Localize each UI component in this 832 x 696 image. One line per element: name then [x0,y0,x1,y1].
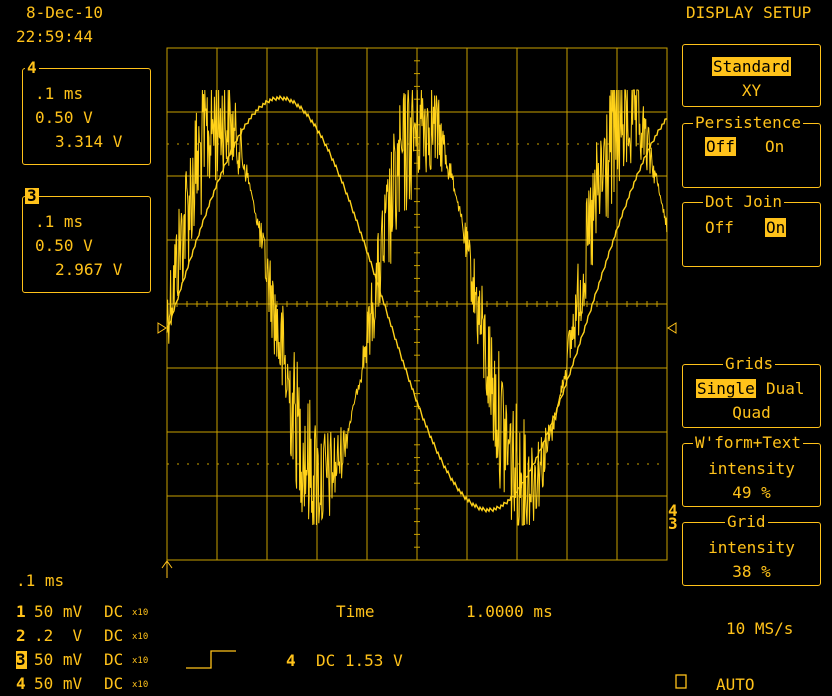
menu-title: DISPLAY SETUP [686,3,812,22]
grid-intensity-value: 38 % [732,562,771,581]
channel-4-offset: 3.314 V [55,132,123,151]
persistence-box[interactable]: Persistence Off On [682,115,821,188]
grids-quad-option[interactable]: Quad [732,403,771,422]
channel-scale: 50 mV [34,602,83,621]
grids-dual-option[interactable]: Dual [766,379,805,398]
grids-box[interactable]: Grids Single Dual Quad [682,356,821,428]
channel-setting-row[interactable]: 2 .2 V DC x10 [16,626,149,645]
grid-intensity-label: Grid [725,512,768,531]
channel-3-timebase: .1 ms [35,212,84,231]
sample-rate: 10 MS/s [726,619,794,638]
channel-3-noisy-trace [166,89,668,526]
channel-coupling: DC [104,602,124,621]
channel-number: 1 [16,602,26,621]
rising-edge-icon [186,650,236,669]
display-mode-box[interactable]: Standard XY [682,44,821,107]
dot-join-label: Dot Join [703,192,785,211]
trigger-coupling-level: DC 1.53 V [316,651,403,670]
right-ground-marker [667,322,677,334]
time-value: 1.0000 ms [466,602,553,621]
channel-coupling: DC [104,626,124,645]
wform-intensity-sub: intensity [708,459,795,478]
channel-4-number: 4 [25,58,39,77]
channel-coupling: DC [104,674,124,693]
trigger-mode[interactable]: AUTO [716,675,755,694]
channel-4-timebase: .1 ms [35,84,84,103]
channel-setting-row[interactable]: 4 50 mV DC x10 [16,674,149,693]
ch3-level-marker: 3 [668,514,678,533]
channel-scale: .2 V [34,626,83,645]
wform-intensity-label: W'form+Text [693,433,803,452]
channel-4-volts-div: 0.50 V [35,108,93,127]
channel-3-offset: 2.967 V [55,260,123,279]
channel-number: 4 [16,674,26,693]
dot-join-box[interactable]: Dot Join Off On [682,194,821,267]
probe-attenuation: x10 [132,631,149,642]
persistence-on-option[interactable]: On [765,137,785,156]
dot-join-on-option[interactable]: On [765,218,787,237]
trigger-channel: 4 [286,651,296,670]
channel-setting-row[interactable]: 1 50 mV DC x10 [16,602,149,621]
probe-attenuation: x10 [132,607,149,618]
probe-attenuation: x10 [132,655,149,666]
channel-number: 3 [16,650,27,669]
bottom-timebase: .1 ms [16,571,65,590]
standard-option[interactable]: Standard [711,57,792,76]
channel-scale: 50 mV [34,650,83,669]
left-ground-marker [157,322,167,334]
waveform-text-intensity-box[interactable]: W'form+Text intensity 49 % [682,435,821,507]
grids-single-option[interactable]: Single [696,379,756,398]
persistence-off-option[interactable]: Off [705,137,736,156]
date-label: 8-Dec-10 [26,3,104,22]
channel-coupling: DC [104,650,124,669]
grid-intensity-box[interactable]: Grid intensity 38 % [682,514,821,586]
grid-intensity-sub: intensity [708,538,795,557]
channel-3-number: 3 [25,186,39,205]
dot-join-off-option[interactable]: Off [705,218,734,237]
time-label: Time [336,602,375,621]
probe-attenuation: x10 [132,679,149,690]
channel-3-volts-div: 0.50 V [35,236,93,255]
grids-label: Grids [723,354,776,373]
trigger-position-arrow [161,560,173,578]
channel-3-info-box[interactable]: 3 .1 ms 0.50 V 2.967 V [22,188,151,293]
xy-option[interactable]: XY [741,81,762,100]
ch4-level-marker: 4 [668,501,678,520]
persistence-label: Persistence [693,113,803,132]
auto-indicator-icon [675,674,687,689]
channel-4-info-box[interactable]: 4 .1 ms 0.50 V 3.314 V [22,60,151,165]
time-label: 22:59:44 [16,27,94,46]
channel-setting-row[interactable]: 3 50 mV DC x10 [16,650,149,669]
channel-scale: 50 mV [34,674,83,693]
channel-4-sine-trace [166,94,668,514]
wform-intensity-value: 49 % [732,483,771,502]
channel-number: 2 [16,626,26,645]
waveform-traces [166,89,668,526]
